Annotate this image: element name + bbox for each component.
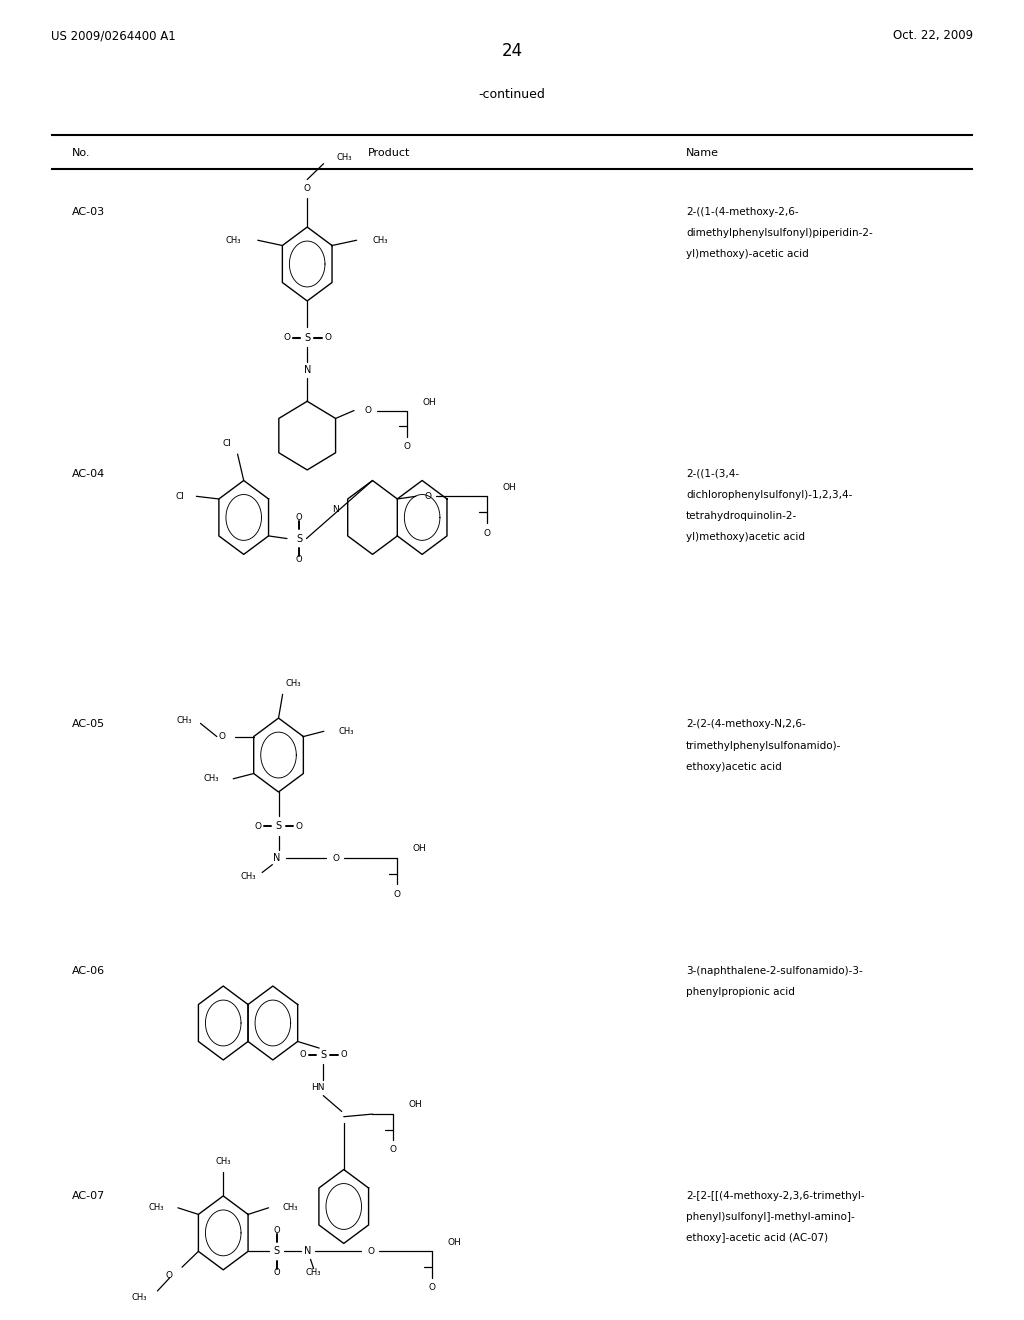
Text: AC-05: AC-05 <box>72 719 104 730</box>
Text: O: O <box>389 1146 396 1154</box>
Text: S: S <box>273 1246 280 1257</box>
Text: 24: 24 <box>502 42 522 61</box>
Text: S: S <box>304 333 310 343</box>
Text: O: O <box>394 891 400 899</box>
Text: AC-07: AC-07 <box>72 1191 104 1201</box>
Text: O: O <box>273 1269 280 1276</box>
Text: O: O <box>365 407 372 414</box>
Text: Cl: Cl <box>175 492 184 500</box>
Text: S: S <box>275 821 282 832</box>
Text: CH₃: CH₃ <box>215 1158 231 1166</box>
Text: O: O <box>403 442 411 450</box>
Text: O: O <box>304 185 310 193</box>
Text: phenyl)sulfonyl]-methyl-amino]-: phenyl)sulfonyl]-methyl-amino]- <box>686 1212 855 1222</box>
Text: CH₃: CH₃ <box>226 236 242 244</box>
Text: O: O <box>333 854 339 862</box>
Text: O: O <box>325 334 331 342</box>
Text: yl)methoxy)-acetic acid: yl)methoxy)-acetic acid <box>686 249 809 260</box>
Text: dichlorophenylsulfonyl)-1,2,3,4-: dichlorophenylsulfonyl)-1,2,3,4- <box>686 490 852 500</box>
Text: CH₃: CH₃ <box>283 1204 298 1212</box>
Text: Name: Name <box>686 148 719 158</box>
Text: S: S <box>321 1049 327 1060</box>
Text: OH: OH <box>423 399 436 407</box>
Text: 3-(naphthalene-2-sulfonamido)-3-: 3-(naphthalene-2-sulfonamido)-3- <box>686 966 863 977</box>
Text: AC-04: AC-04 <box>72 469 104 479</box>
Text: O: O <box>218 733 225 741</box>
Text: O: O <box>429 1283 436 1291</box>
Text: O: O <box>296 822 302 830</box>
Text: CH₃: CH₃ <box>337 153 352 161</box>
Text: N: N <box>333 506 339 513</box>
Text: CH₃: CH₃ <box>286 680 301 688</box>
Text: CH₃: CH₃ <box>177 717 193 725</box>
Text: dimethylphenylsulfonyl)piperidin-2-: dimethylphenylsulfonyl)piperidin-2- <box>686 228 872 239</box>
Text: N: N <box>304 1246 311 1257</box>
Text: -continued: -continued <box>478 88 546 102</box>
Text: O: O <box>284 334 290 342</box>
Text: 2-((1-(4-methoxy-2,6-: 2-((1-(4-methoxy-2,6- <box>686 207 799 218</box>
Text: HN: HN <box>311 1084 325 1092</box>
Text: S: S <box>296 533 302 544</box>
Text: 2-((1-(3,4-: 2-((1-(3,4- <box>686 469 739 479</box>
Text: trimethylphenylsulfonamido)-: trimethylphenylsulfonamido)- <box>686 741 842 751</box>
Text: CH₃: CH₃ <box>338 727 353 735</box>
Text: 2-(2-(4-methoxy-N,2,6-: 2-(2-(4-methoxy-N,2,6- <box>686 719 806 730</box>
Text: OH: OH <box>413 845 426 853</box>
Text: OH: OH <box>447 1238 462 1246</box>
Text: O: O <box>273 1226 280 1234</box>
Text: No.: No. <box>72 148 90 158</box>
Text: O: O <box>425 492 431 500</box>
Text: Product: Product <box>368 148 411 158</box>
Text: CH₃: CH₃ <box>132 1294 147 1302</box>
Text: OH: OH <box>503 483 516 491</box>
Text: CH₃: CH₃ <box>204 775 219 783</box>
Text: CH₃: CH₃ <box>148 1204 164 1212</box>
Text: O: O <box>296 556 302 564</box>
Text: Oct. 22, 2009: Oct. 22, 2009 <box>893 29 973 42</box>
Text: yl)methoxy)acetic acid: yl)methoxy)acetic acid <box>686 532 805 543</box>
Text: AC-06: AC-06 <box>72 966 104 977</box>
Text: O: O <box>296 513 302 521</box>
Text: N: N <box>272 853 281 863</box>
Text: ethoxy)acetic acid: ethoxy)acetic acid <box>686 762 782 772</box>
Text: O: O <box>255 822 261 830</box>
Text: 2-[2-[[(4-methoxy-2,3,6-trimethyl-: 2-[2-[[(4-methoxy-2,3,6-trimethyl- <box>686 1191 864 1201</box>
Text: phenylpropionic acid: phenylpropionic acid <box>686 987 795 998</box>
Text: US 2009/0264400 A1: US 2009/0264400 A1 <box>51 29 176 42</box>
Text: O: O <box>166 1271 173 1279</box>
Text: O: O <box>484 529 490 537</box>
Text: ethoxy]-acetic acid (AC-07): ethoxy]-acetic acid (AC-07) <box>686 1233 828 1243</box>
Text: CH₃: CH₃ <box>373 236 388 244</box>
Text: O: O <box>340 1051 347 1059</box>
Text: O: O <box>368 1247 375 1255</box>
Text: CH₃: CH₃ <box>306 1269 322 1276</box>
Text: Cl: Cl <box>222 440 231 447</box>
Text: tetrahydroquinolin-2-: tetrahydroquinolin-2- <box>686 511 798 521</box>
Text: AC-03: AC-03 <box>72 207 104 218</box>
Text: O: O <box>299 1051 306 1059</box>
Text: OH: OH <box>409 1101 422 1109</box>
Text: N: N <box>303 364 311 375</box>
Text: CH₃: CH₃ <box>241 873 256 880</box>
